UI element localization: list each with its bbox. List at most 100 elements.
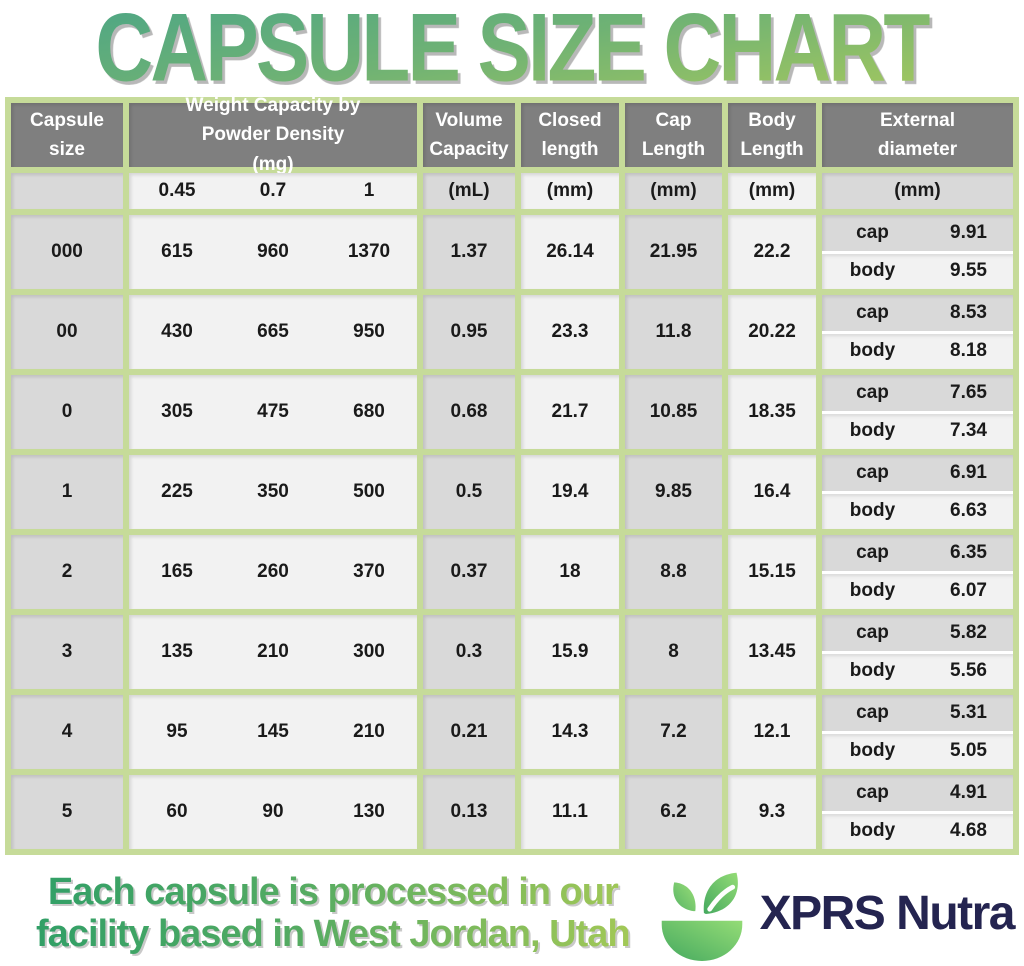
volume-capacity-cell: 0.13 <box>423 775 515 849</box>
external-body-row: body 9.55 <box>822 253 1013 289</box>
external-body-row: body 6.63 <box>822 493 1013 529</box>
external-cap-value: 6.91 <box>950 461 987 483</box>
weight-value: 60 <box>166 801 188 822</box>
weight-value: 210 <box>353 721 385 742</box>
col-header-capsule-size: Capsule size <box>11 103 123 167</box>
col-header-weight-capacity: Weight Capacity by Powder Density (mg) <box>129 95 417 175</box>
title-area: CAPSULE SIZE CHART <box>0 0 1024 102</box>
brand-name: XPRS Nutra <box>759 887 1016 940</box>
external-body-row: body 5.05 <box>822 733 1013 769</box>
weight-value: 350 <box>257 481 289 502</box>
body-length-cell: 12.1 <box>728 695 816 769</box>
external-diameter-cell: cap 5.31 body 5.05 <box>822 695 1013 769</box>
external-body-label: body <box>849 500 896 522</box>
cap-length-cell: 6.2 <box>625 775 722 849</box>
external-body-row: body 8.18 <box>822 333 1013 369</box>
external-body-value: 5.05 <box>950 740 987 762</box>
external-cap-row: cap 5.82 <box>822 615 1013 651</box>
weight-value: 305 <box>161 401 193 422</box>
col-header-body-length: Body Length <box>728 103 816 167</box>
body-length-cell: 22.2 <box>728 215 816 289</box>
external-cap-value: 6.35 <box>950 541 987 563</box>
weight-value: 165 <box>161 561 193 582</box>
external-cap-label: cap <box>856 621 889 643</box>
external-cap-value: 8.53 <box>950 301 987 323</box>
unit-cell-external: (mm) <box>822 173 1013 209</box>
external-body-label: body <box>849 740 896 762</box>
external-body-value: 4.68 <box>950 820 987 842</box>
weight-value: 95 <box>166 721 188 742</box>
weight-capacity-cell: 60 90 130 <box>129 775 417 849</box>
weight-value: 950 <box>353 321 385 342</box>
external-body-row: body 6.07 <box>822 573 1013 609</box>
external-cap-row: cap 7.65 <box>822 375 1013 411</box>
external-cap-label: cap <box>856 701 889 723</box>
body-length-cell: 16.4 <box>728 455 816 529</box>
external-cap-label: cap <box>856 781 889 803</box>
weight-value: 665 <box>257 321 289 342</box>
col-header-closed-length: Closed length <box>521 103 619 167</box>
volume-capacity-cell: 0.21 <box>423 695 515 769</box>
weight-capacity-cell: 430 665 950 <box>129 295 417 369</box>
external-cap-value: 4.91 <box>950 781 987 803</box>
weight-value: 1370 <box>347 241 391 262</box>
closed-length-cell: 26.14 <box>521 215 619 289</box>
col-header-cap-length: Cap Length <box>625 103 722 167</box>
external-body-value: 6.63 <box>950 500 987 522</box>
footer-tagline: Each capsule is processed in our facilit… <box>16 872 650 954</box>
weight-value: 300 <box>353 641 385 662</box>
external-cap-label: cap <box>856 461 889 483</box>
external-cap-label: cap <box>856 301 889 323</box>
density-value: 0.45 <box>158 180 196 201</box>
weight-capacity-cell: 305 475 680 <box>129 375 417 449</box>
weight-value: 210 <box>257 641 289 662</box>
capsule-size-cell: 2 <box>11 535 123 609</box>
weight-value: 145 <box>257 721 289 742</box>
volume-capacity-cell: 1.37 <box>423 215 515 289</box>
capsule-size-cell: 0 <box>11 375 123 449</box>
weight-value: 130 <box>353 801 385 822</box>
weight-value: 475 <box>257 401 289 422</box>
external-body-label: body <box>849 820 896 842</box>
external-body-label: body <box>849 580 896 602</box>
density-value: 1 <box>363 180 375 201</box>
external-cap-value: 5.31 <box>950 701 987 723</box>
capsule-size-cell: 1 <box>11 455 123 529</box>
external-body-label: body <box>849 340 896 362</box>
external-body-value: 6.07 <box>950 580 987 602</box>
col-header-external-diameter: External diameter <box>822 103 1013 167</box>
external-body-row: body 4.68 <box>822 813 1013 849</box>
col-header-volume-capacity: Volume Capacity <box>423 103 515 167</box>
closed-length-cell: 23.3 <box>521 295 619 369</box>
cap-length-cell: 8 <box>625 615 722 689</box>
unit-cell-densities: 0.45 0.7 1 <box>129 173 417 209</box>
external-cap-row: cap 4.91 <box>822 775 1013 811</box>
cap-length-cell: 10.85 <box>625 375 722 449</box>
external-cap-row: cap 6.91 <box>822 455 1013 491</box>
volume-capacity-cell: 0.5 <box>423 455 515 529</box>
unit-cell-closed: (mm) <box>521 173 619 209</box>
external-diameter-cell: cap 6.35 body 6.07 <box>822 535 1013 609</box>
external-cap-row: cap 6.35 <box>822 535 1013 571</box>
leaf-bowl-icon <box>661 872 742 961</box>
external-diameter-cell: cap 6.91 body 6.63 <box>822 455 1013 529</box>
weight-capacity-cell: 165 260 370 <box>129 535 417 609</box>
volume-capacity-cell: 0.95 <box>423 295 515 369</box>
external-diameter-cell: cap 4.91 body 4.68 <box>822 775 1013 849</box>
capsule-size-table: Capsule size Weight Capacity by Powder D… <box>5 95 1019 855</box>
external-body-value: 5.56 <box>950 660 987 682</box>
external-body-row: body 7.34 <box>822 413 1013 449</box>
footer-tagline-line1: Each capsule is processed in our <box>47 871 618 914</box>
weight-capacity-cell: 95 145 210 <box>129 695 417 769</box>
cap-length-cell: 11.8 <box>625 295 722 369</box>
left-leaf-icon <box>672 881 696 911</box>
external-cap-row: cap 9.91 <box>822 215 1013 251</box>
body-length-cell: 15.15 <box>728 535 816 609</box>
weight-capacity-cell: 615 960 1370 <box>129 215 417 289</box>
external-diameter-cell: cap 7.65 body 7.34 <box>822 375 1013 449</box>
closed-length-cell: 19.4 <box>521 455 619 529</box>
external-cap-value: 9.91 <box>950 221 987 243</box>
body-length-cell: 18.35 <box>728 375 816 449</box>
volume-capacity-cell: 0.37 <box>423 535 515 609</box>
unit-cell-volume: (mL) <box>423 173 515 209</box>
